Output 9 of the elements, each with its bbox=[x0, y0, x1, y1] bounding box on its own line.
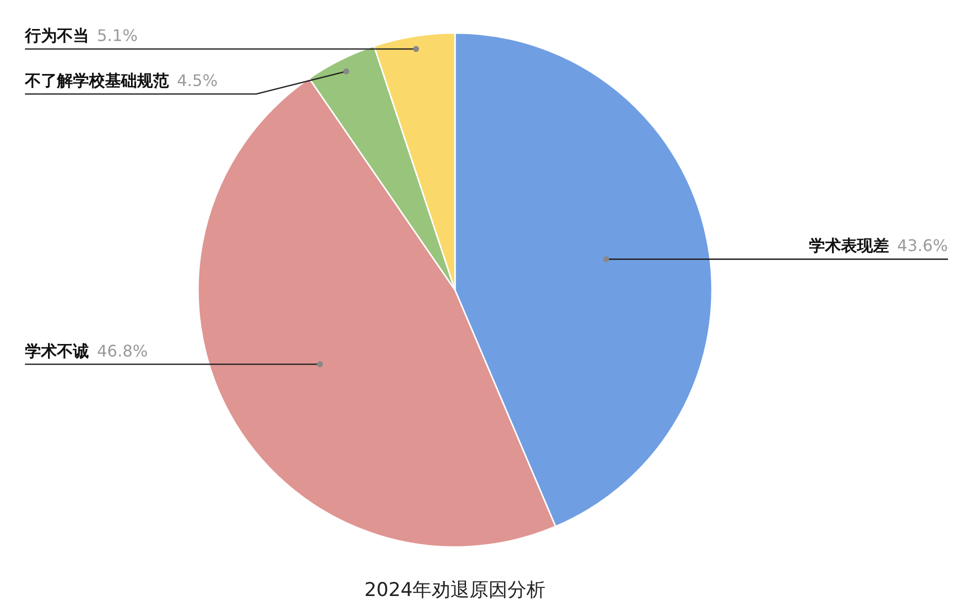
text: 2024年劝退原因分析 bbox=[364, 579, 546, 601]
data-label: 43.6% bbox=[897, 236, 948, 256]
slice-label: 学术不诚 bbox=[25, 341, 89, 360]
slice-label: 学术表现差 bbox=[809, 236, 890, 256]
slice-label: 不了解学校基础规范 bbox=[24, 70, 169, 90]
data-label: 4.5% bbox=[177, 70, 218, 90]
slice-label: 行为不当 bbox=[24, 26, 89, 45]
data-label: 5.1% bbox=[97, 26, 138, 45]
data-label: 46.8% bbox=[97, 341, 148, 360]
